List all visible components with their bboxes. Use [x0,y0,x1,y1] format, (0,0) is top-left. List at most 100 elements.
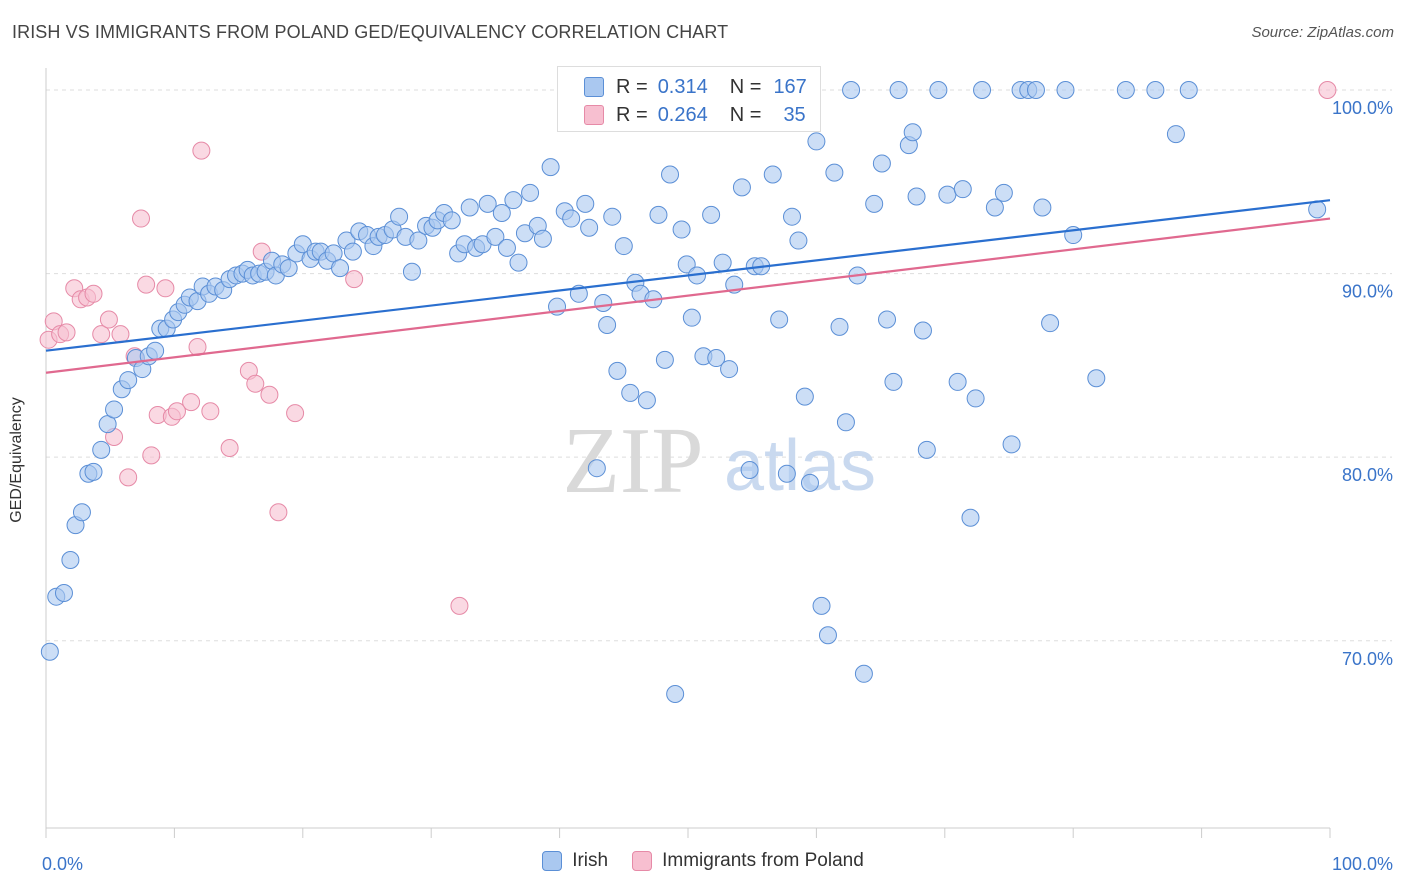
irish-point [763,165,782,184]
irish-point [961,508,980,527]
irish-point [1179,81,1198,100]
irish-point [72,503,91,522]
irish-point [889,81,908,100]
irish-point [1026,81,1045,100]
poland-swatch [584,105,604,125]
irish-point [402,262,421,281]
irish-point [105,400,124,419]
irish-point [789,231,808,250]
irish-point [343,242,362,261]
poland-point [1318,81,1337,100]
irish-point [587,459,606,478]
trend-lines [45,199,1331,374]
y-tick-label: 90.0% [1342,282,1393,302]
n-label: N = [729,75,762,98]
irish-point [576,194,595,213]
n-value: 167 [773,75,807,98]
legend-row-poland: R = 0.264 N = 35 [558,101,806,129]
irish-point [666,684,685,703]
poland-point [111,325,130,344]
irish-point [707,349,726,368]
x-tick-label: 0.0% [42,854,83,874]
irish-point [973,81,992,100]
irish-swatch [542,851,563,871]
irish-point [865,194,884,213]
irish-point [777,464,796,483]
irish-point [409,231,428,250]
irish-point [521,183,540,202]
irish-point [836,413,855,432]
r-value: 0.314 [657,75,708,98]
irish-point [1056,81,1075,100]
irish-point [825,163,844,182]
poland-point [57,323,76,342]
irish-point [621,383,640,402]
irish-point [1166,125,1185,144]
irish-point [390,207,409,226]
poland-point [450,596,469,615]
irish-point [84,462,103,481]
irish-point [61,550,80,569]
irish-point [603,207,622,226]
poland-point [99,310,118,329]
irish-point [818,626,837,645]
poland-point [201,402,220,421]
irish-point [1041,314,1060,333]
irish-point [492,204,511,223]
poland-trend-line [45,217,1331,374]
irish-point [598,316,617,335]
legend-label-irish: Irish [572,850,609,871]
irish-point [533,229,552,248]
irish-point [672,220,691,239]
irish-point [509,253,528,272]
irish-point [1146,81,1165,100]
poland-point [92,325,111,344]
irish-point [614,237,633,256]
irish-point [907,187,926,206]
irish-point [830,317,849,336]
irish-point [497,238,516,257]
poland-point [142,446,161,465]
watermark: ZIP atlas [563,409,877,513]
irish-point [842,81,861,100]
poland-point [286,404,305,423]
irish-point [608,361,627,380]
irish-point [478,194,497,213]
irish-point [442,211,461,230]
r-label: R = [616,103,648,126]
axes [45,68,1331,838]
r-value: 0.264 [657,103,708,126]
irish-point [594,293,613,312]
legend-item-poland[interactable]: Immigrants from Poland [632,850,864,872]
y-tick-label: 70.0% [1342,649,1393,669]
irish-point [562,209,581,228]
irish-point [279,259,298,278]
irish-point [119,371,138,390]
irish-point [702,205,721,224]
irish-point [795,387,814,406]
poland-point [132,209,151,228]
chart-title: IRISH VS IMMIGRANTS FROM POLAND GED/EQUI… [12,22,729,42]
irish-point [913,321,932,340]
irish-point [54,584,73,603]
irish-point [460,198,479,217]
irish-point [40,642,59,661]
n-value: 35 [783,103,806,126]
watermark-zip: ZIP [563,409,704,513]
irish-point [1002,435,1021,454]
poland-point [156,279,175,298]
irish-point [331,259,350,278]
irish-point [966,389,985,408]
legend-item-irish[interactable]: Irish [542,850,608,872]
irish-point [783,207,802,226]
irish-point [146,341,165,360]
irish-point [637,391,656,410]
source-label: Source: ZipAtlas.com [1251,24,1394,41]
irish-trend-line [45,199,1331,352]
y-tick-label: 100.0% [1332,98,1393,118]
irish-point [661,165,680,184]
irish-point [770,310,789,329]
irish-point [1087,369,1106,388]
irish-point [1033,198,1052,217]
poland-point [269,503,288,522]
